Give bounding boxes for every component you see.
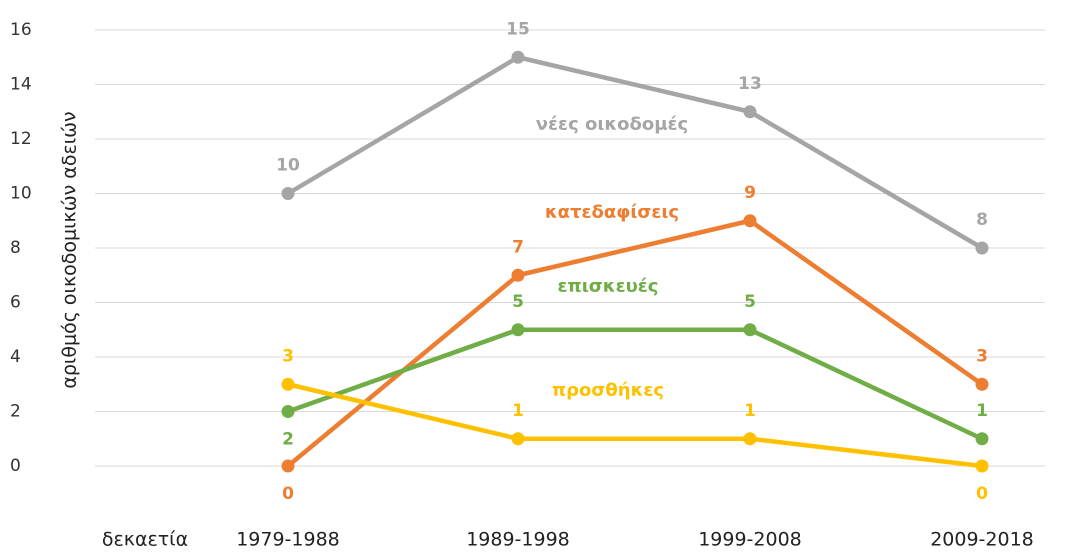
y-tick-label: 4: [10, 347, 21, 367]
x-tick-label: 1989-1998: [466, 529, 570, 551]
y-tick-label: 10: [10, 184, 32, 204]
series-line: [286, 218, 984, 468]
y-tick-label: 12: [10, 129, 32, 149]
data-point: [511, 323, 525, 337]
data-label: 13: [738, 74, 762, 94]
data-label: 5: [512, 292, 524, 312]
data-label: 2: [282, 430, 294, 450]
data-point: [281, 377, 295, 391]
x-axis-label: δεκαετία: [102, 529, 188, 551]
data-point: [743, 432, 757, 446]
x-tick-label: 1979-1988: [236, 529, 340, 551]
data-point: [975, 459, 989, 473]
y-tick-label: 16: [10, 20, 32, 40]
data-label: 1: [512, 401, 524, 421]
data-label: 7: [512, 237, 524, 257]
y-tick-label: 2: [10, 402, 21, 422]
series-line: [287, 382, 983, 469]
data-label: 0: [282, 484, 294, 504]
data-point: [511, 50, 525, 64]
data-label: 8: [976, 210, 988, 230]
y-tick-label: 8: [10, 238, 21, 258]
series-name: κατεδαφίσεις: [545, 202, 679, 223]
data-point: [281, 187, 295, 200]
data-point: [975, 432, 989, 446]
data-label: 10: [276, 156, 300, 176]
data-point: [975, 241, 989, 255]
data-label: 1: [976, 401, 988, 421]
data-point: [743, 214, 757, 228]
data-point: [281, 405, 295, 418]
series-name: προσθήκες: [552, 380, 664, 401]
series-line: [286, 55, 984, 250]
x-tick-label: 1999-2008: [698, 529, 802, 551]
series-name: νέες οικοδομές: [536, 114, 688, 135]
data-label: 9: [744, 183, 756, 203]
data-point: [511, 268, 525, 282]
data-point: [511, 432, 525, 446]
data-label: 1: [744, 401, 756, 421]
y-tick-label: 14: [10, 75, 32, 95]
data-label: 5: [744, 292, 756, 312]
data-label: 3: [976, 346, 988, 366]
data-point: [975, 377, 989, 391]
y-tick-label: 0: [10, 456, 21, 476]
data-label: 0: [976, 484, 988, 504]
y-axis-label: αριθμός οικοδομικών αδειών: [59, 111, 81, 388]
x-tick-label: 2009-2018: [930, 529, 1034, 551]
data-point: [281, 459, 295, 473]
series-line: [287, 327, 983, 441]
data-point: [743, 323, 757, 337]
series-name: επισκευές: [558, 276, 659, 297]
data-label: 15: [506, 19, 530, 39]
data-label: 3: [282, 346, 294, 366]
y-tick-label: 6: [10, 293, 21, 313]
data-point: [743, 105, 757, 119]
